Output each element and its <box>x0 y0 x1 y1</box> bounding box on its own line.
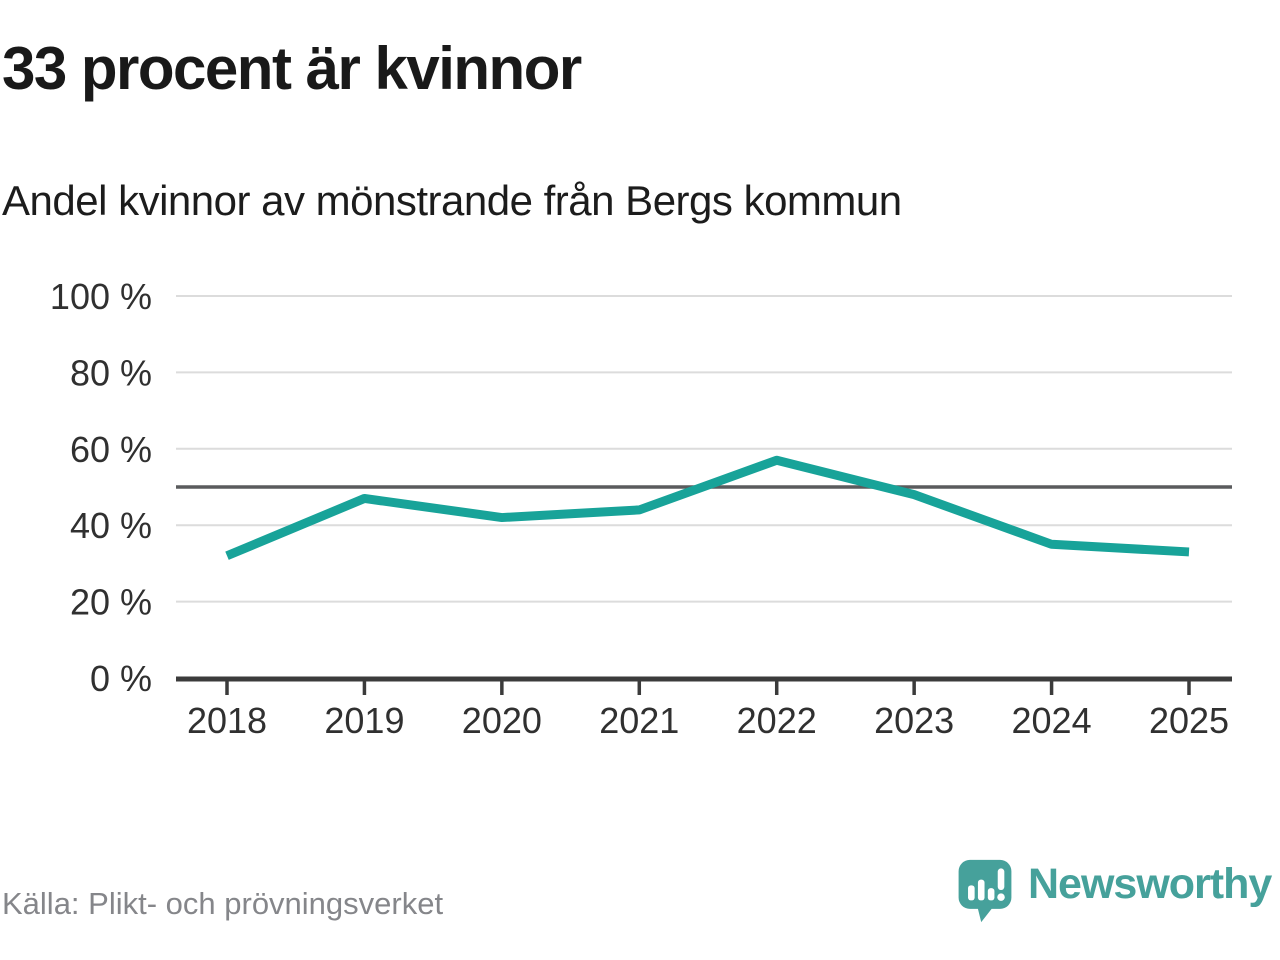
x-tick-label: 2018 <box>187 700 267 741</box>
y-tick-label: 80 % <box>70 352 152 393</box>
chart-subtitle: Andel kvinnor av mönstrande från Bergs k… <box>2 177 902 224</box>
x-tick-label: 2025 <box>1149 700 1229 741</box>
y-tick-label: 40 % <box>70 505 152 546</box>
x-tick-label: 2020 <box>462 700 542 741</box>
x-tick-label: 2022 <box>737 700 817 741</box>
logo-wordmark: Newsworthy <box>1028 860 1272 908</box>
newsworthy-speech-bubble-chart-icon <box>958 859 1012 923</box>
chart-title: 33 procent är kvinnor <box>2 35 582 102</box>
y-tick-label: 100 % <box>50 276 152 317</box>
data-line-andel-kvinnor <box>225 455 1190 560</box>
x-tick-label: 2024 <box>1012 700 1092 741</box>
source-attribution: Källa: Plikt- och prövningsverket <box>2 886 444 921</box>
y-tick-label: 0 % <box>90 658 152 699</box>
y-tick-label: 60 % <box>70 429 152 470</box>
x-tick-label: 2021 <box>599 700 679 741</box>
y-tick-label: 20 % <box>70 582 152 623</box>
newsworthy-logo: Newsworthy <box>956 858 1272 924</box>
x-tick-label: 2023 <box>874 700 954 741</box>
x-tick-label: 2019 <box>324 700 404 741</box>
